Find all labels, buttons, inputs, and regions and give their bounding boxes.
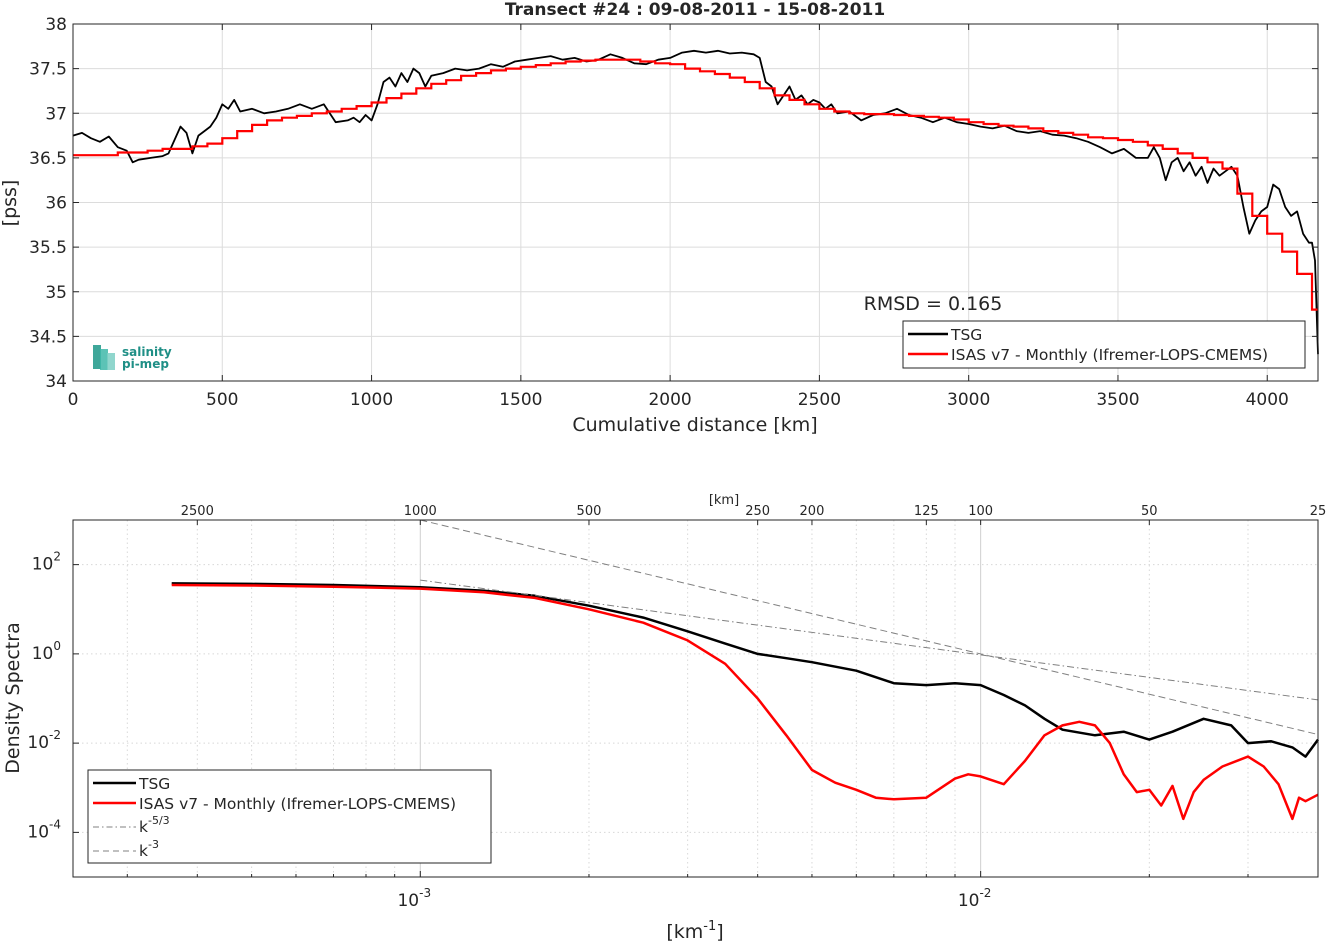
top-km-tick-label: 2500 bbox=[181, 504, 214, 519]
rmsd-annotation: RMSD = 0.165 bbox=[864, 293, 1003, 315]
top-series-tsg-line bbox=[72, 49, 1319, 355]
top-y-tick-label: 34 bbox=[45, 372, 67, 392]
bottom-series-isas-line bbox=[171, 583, 1319, 821]
bottom-legend-k3-label: k-3 bbox=[139, 838, 159, 860]
top-x-tick-label: 4000 bbox=[1246, 390, 1289, 410]
bottom-legend: TSG ISAS v7 - Monthly (Ifremer-LOPS-CMEM… bbox=[87, 769, 492, 864]
top-km-tick-label: 50 bbox=[1141, 504, 1158, 519]
top-x-tick-label: 1500 bbox=[499, 390, 542, 410]
top-x-tick-label: 500 bbox=[206, 390, 238, 410]
logo-text-line2: pi-mep bbox=[122, 357, 169, 371]
top-y-tick-label: 38 bbox=[45, 15, 67, 35]
top-y-tick-label: 37 bbox=[45, 104, 67, 124]
top-km-tick-label: 100 bbox=[968, 504, 993, 519]
top-x-tick-label: 1000 bbox=[350, 390, 393, 410]
top-km-tick-label: 200 bbox=[800, 504, 825, 519]
bottom-x-tick-label: 10-2 bbox=[958, 886, 992, 911]
bottom-legend-isas-label: ISAS v7 - Monthly (Ifremer-LOPS-CMEMS) bbox=[139, 795, 456, 813]
top-y-tick-label: 35 bbox=[45, 283, 67, 303]
top-km-tick-label: 250 bbox=[745, 504, 770, 519]
bottom-series bbox=[171, 519, 1320, 821]
reference-k3-line bbox=[420, 519, 1319, 735]
bottom-plot-frame bbox=[72, 519, 1319, 878]
bottom-y-axis-label: Density Spectra bbox=[2, 622, 24, 773]
bottom-x-axis-label: [km-1] bbox=[666, 919, 723, 942]
top-km-tick-label: 25 bbox=[1310, 504, 1326, 519]
top-y-tick-label: 34.5 bbox=[29, 327, 67, 347]
bottom-y-tick-label: 102 bbox=[32, 550, 61, 575]
top-km-axis-label: [km] bbox=[709, 493, 739, 508]
top-legend-box bbox=[902, 320, 1306, 369]
top-y-tick-label: 36 bbox=[45, 194, 67, 214]
top-x-tick-label: 0 bbox=[68, 390, 79, 410]
top-y-tick-label: 35.5 bbox=[29, 238, 67, 258]
bottom-legend-k53-label: k-5/3 bbox=[139, 814, 170, 836]
top-legend-isas-label: ISAS v7 - Monthly (Ifremer-LOPS-CMEMS) bbox=[951, 346, 1268, 364]
top-y-axis-label: [pss] bbox=[0, 180, 21, 227]
logo-bar-2 bbox=[100, 349, 108, 370]
salinity-transect-chart: 0 500 1000 1500 2000 2500 3000 3500 4000 34 34.5 35… bbox=[0, 0, 1319, 436]
top-x-tick-label: 2000 bbox=[648, 390, 691, 410]
top-x-axis-label: Cumulative distance [km] bbox=[572, 414, 817, 436]
bottom-legend-tsg-label: TSG bbox=[138, 775, 170, 793]
top-legend-tsg-label: TSG bbox=[950, 326, 982, 344]
bottom-y-tick-label: 100 bbox=[32, 639, 61, 664]
logo-text-line1: salinity bbox=[122, 345, 172, 359]
top-y-tick-label: 36.5 bbox=[29, 149, 67, 169]
top-legend: TSG ISAS v7 - Monthly (Ifremer-LOPS-CMEM… bbox=[902, 320, 1306, 369]
bottom-x-tick-label: 10-3 bbox=[397, 886, 431, 911]
logo-bar-1 bbox=[93, 345, 101, 369]
top-km-tick-label: 125 bbox=[914, 504, 939, 519]
reference-k53-line bbox=[420, 579, 1319, 701]
top-chart-title: Transect #24 : 09-08-2011 - 15-08-2011 bbox=[505, 0, 885, 20]
top-series-isas-line bbox=[73, 58, 1318, 311]
bottom-ticks: 10-4 10-2 100 102 10-3 10-2 2500 1000 500 250 200 1… bbox=[27, 504, 1326, 911]
bottom-legend-box bbox=[87, 769, 492, 864]
top-km-tick-label: 1000 bbox=[404, 504, 437, 519]
salinity-pi-mep-logo: salinity pi-mep bbox=[93, 345, 172, 371]
bottom-y-tick-label: 10-4 bbox=[27, 817, 61, 842]
top-x-tick-label: 3000 bbox=[947, 390, 990, 410]
top-x-tick-label: 2500 bbox=[798, 390, 841, 410]
top-y-tick-label: 37.5 bbox=[29, 60, 67, 80]
logo-bar-3 bbox=[107, 353, 115, 370]
top-ticks: 0 500 1000 1500 2000 2500 3000 3500 4000 34 34.5 35… bbox=[29, 15, 1318, 410]
density-spectra-chart: 10-4 10-2 100 102 10-3 10-2 2500 1000 500 250 200 1… bbox=[2, 493, 1326, 942]
top-km-tick-label: 500 bbox=[577, 504, 602, 519]
bottom-series-tsg-line bbox=[171, 582, 1320, 758]
bottom-y-tick-label: 10-2 bbox=[27, 728, 61, 753]
top-series bbox=[72, 49, 1319, 355]
top-x-tick-label: 3500 bbox=[1096, 390, 1139, 410]
